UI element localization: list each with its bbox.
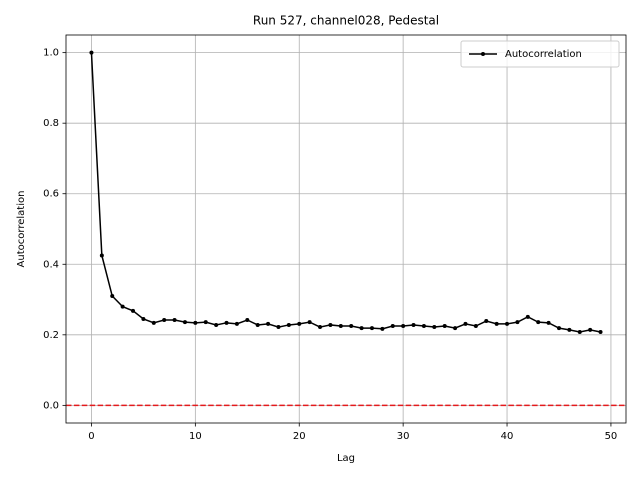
data-point [234,321,239,326]
data-point [536,320,541,325]
data-point [432,325,437,330]
data-point [203,320,208,325]
data-point [421,324,426,328]
x-tick-label: 30 [397,431,410,442]
data-point [286,322,291,327]
data-point [473,324,478,328]
data-point [131,308,136,313]
data-point [307,320,312,325]
axes-frame [65,34,627,424]
y-tick-label: 1.0 [43,48,59,59]
x-tick-label: 40 [501,431,514,442]
data-point [505,321,510,326]
data-point [369,326,374,331]
data-point [297,321,302,326]
data-point [151,320,156,325]
data-point [89,50,94,55]
data-point [318,325,323,330]
data-point [338,324,343,328]
legend-box [460,40,620,68]
data-point [546,320,551,325]
data-point [380,326,385,331]
x-tick-label: 10 [189,431,202,442]
data-point [598,329,603,334]
y-tick-label: 0.2 [43,330,59,341]
legend-label: Autocorrelation [505,49,582,60]
data-point [484,319,489,324]
y-tick-label: 0.6 [43,189,59,200]
data-point [245,318,250,323]
data-point [515,320,520,325]
data-point [556,326,561,331]
data-point [359,326,364,331]
data-point [411,322,416,327]
data-point [193,320,198,325]
y-tick-label: 0.8 [43,118,59,129]
data-point [141,316,146,321]
x-axis-label: Lag [337,453,355,464]
data-point [255,322,260,327]
data-point [182,320,187,325]
data-point [266,321,271,326]
data-point [442,324,447,328]
data-point [453,326,458,331]
chart-title: Run 527, channel028, Pedestal [253,14,439,28]
data-point [110,294,115,299]
data-point [463,321,468,326]
y-tick-label: 0.4 [43,259,59,270]
data-point [525,314,530,319]
data-point [120,304,125,309]
x-tick-label: 0 [88,431,94,442]
data-point [588,327,593,332]
legend-marker [481,52,485,56]
data-point [328,322,333,327]
data-point [577,329,582,334]
data-point [162,318,167,323]
y-axis-label: Autocorrelation [16,191,27,268]
x-tick-label: 50 [605,431,618,442]
data-point [172,318,177,323]
data-point [99,253,104,258]
data-point [349,324,354,328]
data-point [390,324,395,328]
y-tick-label: 0.0 [43,400,59,411]
x-tick-label: 20 [293,431,306,442]
data-point [276,325,281,330]
data-point [567,327,572,332]
data-point [224,320,229,325]
data-point [494,321,499,326]
data-point [401,324,406,328]
data-point [214,322,219,327]
